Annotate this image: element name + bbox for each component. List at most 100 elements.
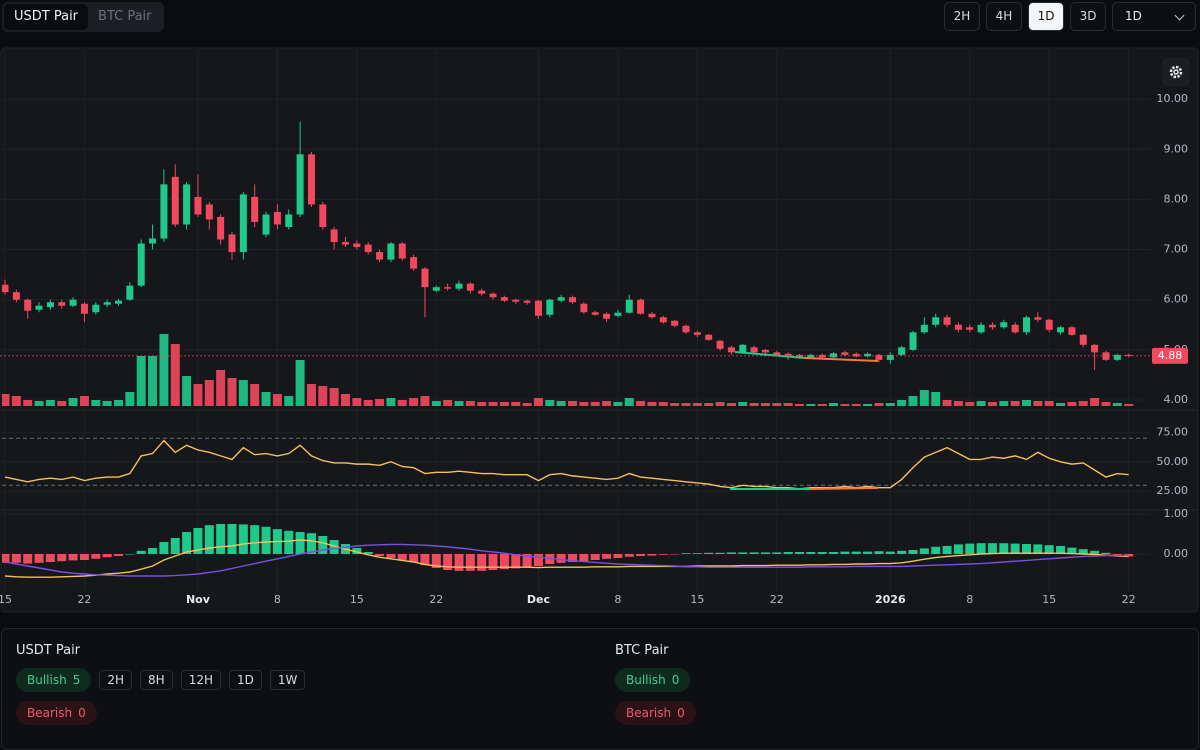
pair-tab[interactable]: BTC Pair (98, 9, 152, 24)
x-tick-label: 22 (1122, 593, 1136, 606)
volume-bar (1101, 402, 1111, 406)
volume-bar (465, 401, 475, 406)
bearish-label: Bearish (27, 706, 73, 720)
macd-histogram-bar (624, 554, 634, 557)
volume-bar (953, 401, 963, 406)
volume-bar (726, 403, 736, 406)
macd-histogram-bar (533, 554, 543, 566)
y-tick-label: 4.00 (1164, 393, 1189, 406)
timeframe-button[interactable]: 3D (1070, 2, 1106, 31)
candle-body (591, 312, 599, 315)
bullish-count: 5 (72, 673, 81, 687)
timeframe-chip[interactable]: 12H (180, 670, 221, 690)
volume-bar (499, 402, 509, 406)
macd-histogram-bar (170, 538, 180, 554)
macd-histogram-bar (477, 554, 487, 571)
summary-row: Bearish 0 (16, 701, 305, 734)
candle-body (35, 305, 43, 310)
timeframe-chip[interactable]: 2H (99, 670, 133, 690)
y-tick-label: 0.00 (1164, 547, 1189, 560)
interval-select[interactable]: 1D (1112, 2, 1196, 31)
pair-tab[interactable]: USDT Pair (4, 4, 89, 30)
volume-bar (375, 399, 385, 406)
volume-bar (204, 380, 214, 406)
volume-bar (352, 398, 362, 406)
macd-histogram-bar (511, 554, 521, 569)
candle-body (455, 283, 463, 289)
x-tick-label: 22 (77, 593, 91, 606)
macd-histogram-bar (817, 552, 827, 554)
macd-histogram-bar (306, 533, 316, 554)
candle-body (46, 302, 54, 308)
candle-body (988, 324, 996, 328)
macd-histogram-bar (953, 544, 963, 554)
volume-bar (942, 400, 952, 406)
candle-body (512, 299, 520, 302)
volume-bar (987, 402, 997, 406)
macd-histogram-bar (11, 554, 21, 563)
volume-bar (829, 403, 839, 406)
candle-body (648, 313, 656, 318)
divergence-line (734, 351, 806, 359)
macd-histogram-bar (1010, 543, 1020, 554)
volume-bar (477, 402, 487, 406)
timeframe-bar: 2H 4H 1D 3D 1D (944, 2, 1196, 31)
volume-bar (1022, 400, 1031, 406)
timeframe-button[interactable]: 1D (1028, 2, 1064, 31)
macd-histogram-bar (204, 525, 214, 554)
candle-body (693, 332, 701, 335)
macd-histogram-bar (726, 552, 736, 554)
macd-histogram-bar (45, 554, 55, 562)
timeframe-button[interactable]: 2H (944, 2, 980, 31)
candle-body (920, 324, 928, 333)
macd-histogram-bar (284, 530, 294, 554)
macd-histogram-bar (136, 550, 146, 554)
candle-body (659, 317, 667, 323)
volume-bar (1078, 401, 1088, 406)
macd-histogram-bar (193, 528, 203, 554)
candle-body (58, 302, 66, 306)
macd-histogram-bar (182, 532, 192, 554)
macd-histogram-bar (692, 553, 702, 554)
timeframe-chip[interactable]: 1W (269, 670, 306, 690)
macd-histogram-bar (227, 524, 237, 554)
candle-body (183, 184, 191, 225)
plot-area (2, 50, 1150, 592)
x-tick-label: 2026 (875, 593, 906, 606)
x-tick-label: 22 (429, 593, 443, 606)
timeframe-chip[interactable]: 8H (140, 670, 173, 690)
volume-bar (341, 394, 350, 406)
macd-histogram-bar (23, 554, 33, 564)
candle-body (239, 194, 247, 253)
volume-bar (533, 398, 543, 406)
macd-histogram-bar (68, 554, 78, 561)
x-tick-label: 8 (274, 593, 281, 606)
candle-body (569, 297, 576, 303)
volume-bar (704, 403, 714, 406)
volume-bar (738, 402, 748, 406)
volume-bar (91, 400, 101, 406)
rsi-line (4, 439, 1129, 490)
candle-body (1068, 327, 1076, 335)
timeframe-chip[interactable]: 1D (228, 670, 262, 690)
candle-body (807, 354, 815, 358)
volume-bar (431, 401, 441, 406)
timeframe-button[interactable]: 4H (986, 2, 1022, 31)
candle-body (466, 283, 474, 291)
settings-button[interactable] (1162, 58, 1190, 86)
candle-body (841, 352, 849, 355)
macd-histogram-bar (329, 540, 339, 554)
macd-histogram-bar (908, 550, 918, 554)
candle-body (319, 204, 327, 227)
candle-body (364, 244, 372, 253)
volume-bar (556, 401, 566, 406)
candle-body (750, 347, 758, 353)
macd-histogram-bar (1101, 552, 1111, 554)
candle-body (682, 325, 690, 333)
candle-body (1045, 319, 1053, 330)
candle-body (705, 334, 713, 340)
macd-histogram-bar (1056, 546, 1066, 554)
summary-title: BTC Pair (615, 643, 669, 658)
candle-body (296, 154, 304, 215)
